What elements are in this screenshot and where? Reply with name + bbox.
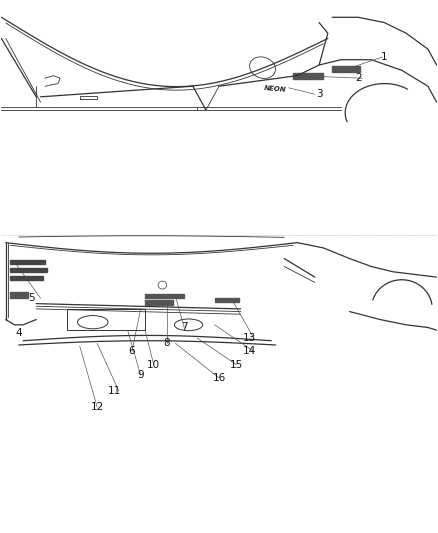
Text: 16: 16 xyxy=(212,373,226,383)
Text: 13: 13 xyxy=(243,333,256,343)
Bar xyxy=(10,260,45,264)
Text: 7: 7 xyxy=(181,322,187,333)
Bar xyxy=(10,292,28,298)
Bar xyxy=(215,298,239,302)
Bar xyxy=(10,268,47,272)
Text: 8: 8 xyxy=(163,338,170,349)
Text: 6: 6 xyxy=(129,346,135,357)
Bar xyxy=(145,294,184,298)
Text: 12: 12 xyxy=(91,402,104,412)
Bar xyxy=(293,74,323,79)
Text: 9: 9 xyxy=(138,370,144,380)
Text: 10: 10 xyxy=(147,360,160,369)
Bar xyxy=(67,309,145,330)
Text: 14: 14 xyxy=(243,346,256,357)
Text: 5: 5 xyxy=(28,293,35,303)
Text: NEON: NEON xyxy=(264,85,287,93)
Text: 2: 2 xyxy=(355,73,362,83)
Text: 1: 1 xyxy=(381,52,388,62)
Text: 3: 3 xyxy=(316,89,322,99)
Text: 4: 4 xyxy=(15,328,22,338)
Text: 11: 11 xyxy=(108,386,121,396)
Bar xyxy=(145,301,173,305)
Text: 15: 15 xyxy=(230,360,243,369)
Bar xyxy=(10,276,43,280)
Bar xyxy=(332,66,360,72)
